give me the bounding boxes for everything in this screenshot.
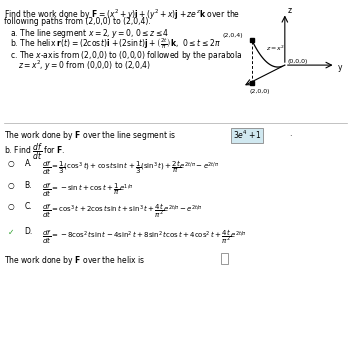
Text: The work done by $\mathbf{F}$ over the line segment is: The work done by $\mathbf{F}$ over the l… <box>4 129 176 142</box>
Text: $\dfrac{df}{dt} = -8\cos^2 t \sin t - 4\sin^2 t + 8\sin^2 t \cos t + 4\cos^2 t +: $\dfrac{df}{dt} = -8\cos^2 t \sin t - 4\… <box>42 227 247 246</box>
Text: (2,0,4): (2,0,4) <box>222 33 243 38</box>
Text: $z = x^2$, $y = 0$ from (0,0,0) to (2,0,4): $z = x^2$, $y = 0$ from (0,0,0) to (2,0,… <box>18 59 150 73</box>
Text: y: y <box>338 63 342 72</box>
Text: $\dfrac{df}{dt} = \cos^3 t + 2\cos t \sin t + \sin^3 t + \dfrac{4t}{\pi^2}e^{2t/: $\dfrac{df}{dt} = \cos^3 t + 2\cos t \si… <box>42 202 203 220</box>
Text: $\checkmark$: $\checkmark$ <box>7 227 14 236</box>
Text: B.: B. <box>25 181 32 190</box>
Text: (2,0,0): (2,0,0) <box>250 89 270 93</box>
Text: Find the work done by $\mathbf{F} = (x^2 + y)\mathbf{i} + (y^2 + x)\mathbf{j} + : Find the work done by $\mathbf{F} = (x^2… <box>4 8 240 22</box>
Text: (0,0,0): (0,0,0) <box>288 59 308 64</box>
Text: $\bigcirc$: $\bigcirc$ <box>7 181 15 191</box>
Text: D.: D. <box>25 227 33 236</box>
Text: b. The helix $\mathbf{r}(t) = (2\cos t)\mathbf{i} + (2\sin t)\mathbf{j} + \left(: b. The helix $\mathbf{r}(t) = (2\cos t)\… <box>10 36 221 51</box>
Text: $\dfrac{df}{dt} = -\sin t + \cos t + \dfrac{1}{\pi}e^{1/\pi}$: $\dfrac{df}{dt} = -\sin t + \cos t + \df… <box>42 181 134 198</box>
Text: $z=x^2$: $z=x^2$ <box>266 43 286 53</box>
Text: C.: C. <box>25 202 32 211</box>
Text: a. The line segment $x = 2$, $y = 0$, $0 \leq z \leq 4$: a. The line segment $x = 2$, $y = 0$, $0… <box>10 27 170 40</box>
Text: $\bigcirc$: $\bigcirc$ <box>7 159 15 168</box>
Text: b. Find $\dfrac{df}{dt}$ for $\mathbf{F}$.: b. Find $\dfrac{df}{dt}$ for $\mathbf{F}… <box>4 142 65 162</box>
Text: c. The $x$-axis from (2,0,0) to (0,0,0) followed by the parabola: c. The $x$-axis from (2,0,0) to (0,0,0) … <box>10 49 243 62</box>
Text: The work done by $\mathbf{F}$ over the helix is: The work done by $\mathbf{F}$ over the h… <box>4 254 145 267</box>
Text: $\bigcirc$: $\bigcirc$ <box>7 202 15 212</box>
Text: $3e^4 + 1$: $3e^4 + 1$ <box>233 129 262 141</box>
Text: .: . <box>289 129 291 138</box>
Text: A.: A. <box>25 159 32 167</box>
Text: $\dfrac{df}{dt} = \dfrac{1}{3}\left(\cos^3 t\right) + \cos t \sin t + \dfrac{1}{: $\dfrac{df}{dt} = \dfrac{1}{3}\left(\cos… <box>42 159 219 177</box>
Text: z: z <box>288 6 292 15</box>
Text: following paths from (2,0,0) to (2,0,4).: following paths from (2,0,0) to (2,0,4). <box>4 17 150 26</box>
